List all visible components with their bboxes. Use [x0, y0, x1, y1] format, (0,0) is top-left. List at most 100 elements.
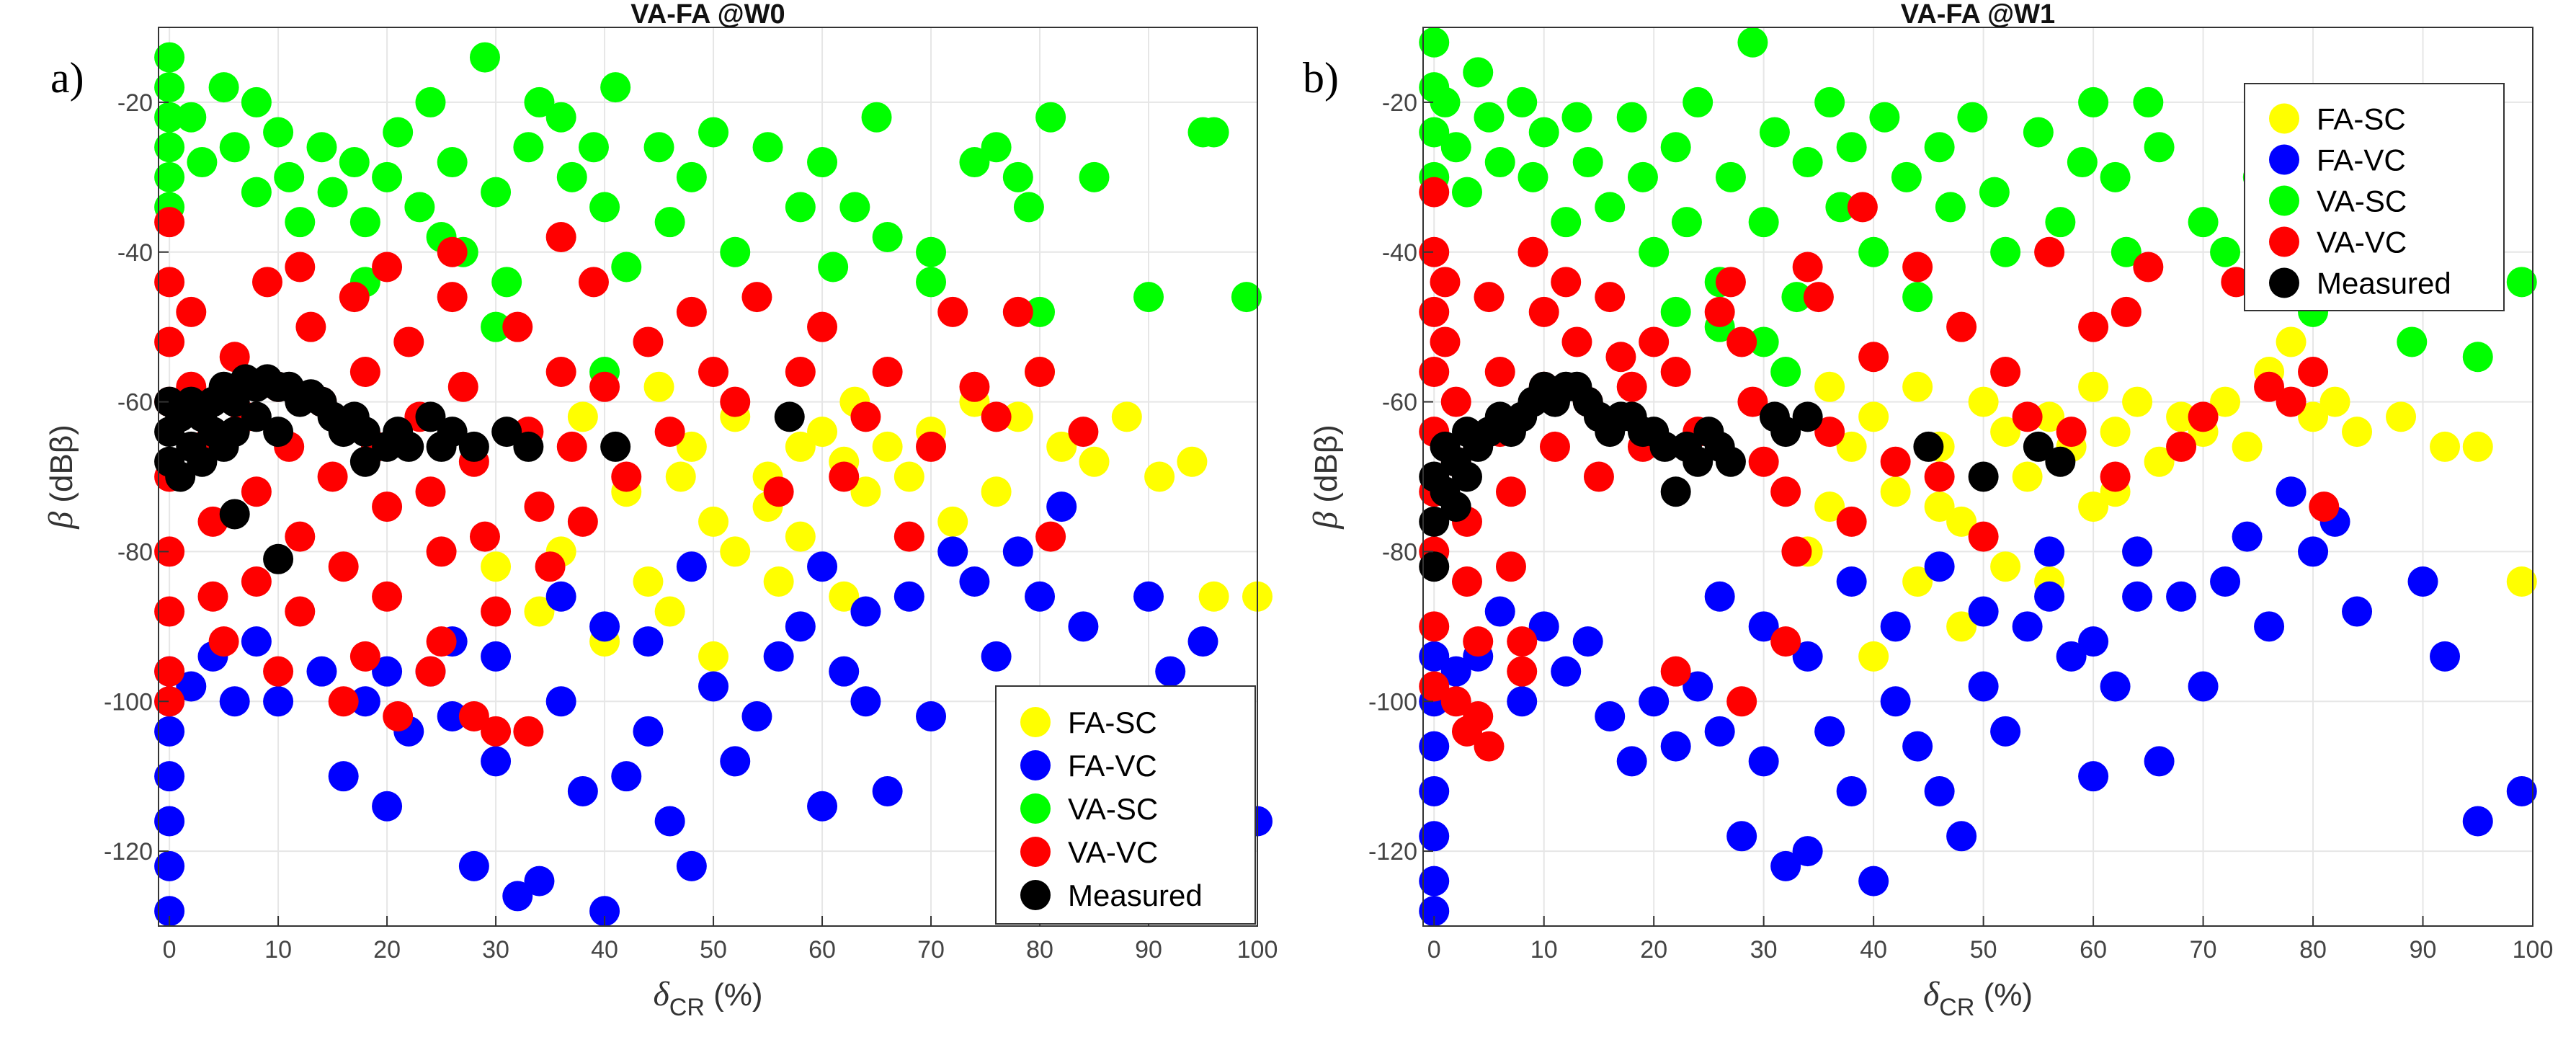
data-point: [415, 86, 446, 117]
data-point: [2045, 446, 2076, 477]
data-point: [818, 252, 849, 282]
data-point: [502, 311, 533, 342]
data-point: [2276, 326, 2307, 357]
x-tick-label: 10: [1530, 936, 1558, 964]
data-point: [893, 461, 924, 492]
data-point: [589, 611, 620, 642]
data-point: [1748, 446, 1779, 477]
data-point: [1572, 147, 1603, 178]
data-point: [1133, 282, 1164, 313]
data-point: [1726, 821, 1757, 852]
data-point: [458, 701, 489, 732]
legend-entry: Measured: [1068, 878, 1203, 912]
data-point: [1880, 446, 1911, 477]
data-point: [2407, 566, 2438, 597]
data-point: [513, 716, 544, 747]
data-point: [2012, 401, 2043, 432]
data-point: [2056, 417, 2087, 448]
data-point: [1946, 311, 1977, 342]
data-point: [2144, 446, 2175, 477]
data-point: [850, 686, 881, 717]
series-va-sc: [154, 42, 1262, 388]
data-point: [197, 581, 228, 612]
data-point: [545, 686, 576, 717]
data-point: [545, 221, 576, 252]
data-point: [893, 521, 924, 552]
data-point: [1968, 596, 1999, 627]
data-point: [893, 581, 924, 612]
data-point: [1639, 326, 1670, 357]
data-point: [2188, 207, 2219, 238]
data-point: [1419, 296, 1450, 327]
data-point: [643, 371, 674, 402]
data-point: [589, 192, 620, 223]
data-point: [698, 671, 729, 702]
data-point: [850, 596, 881, 627]
data-point: [872, 357, 903, 388]
data-point: [2100, 417, 2131, 448]
data-point: [752, 132, 783, 163]
data-point: [676, 551, 707, 582]
x-tick-label: 20: [373, 936, 401, 964]
data-point: [317, 177, 348, 208]
data-point: [1946, 611, 1977, 642]
data-point: [1924, 775, 1955, 806]
data-point: [633, 566, 664, 597]
data-point: [2078, 491, 2109, 522]
data-point: [1935, 192, 1966, 223]
data-point: [1002, 536, 1033, 567]
data-point: [2034, 536, 2065, 567]
data-point: [481, 177, 512, 208]
data-point: [1792, 252, 1823, 282]
data-point: [2462, 431, 2493, 462]
y-tick-label: -60: [117, 389, 153, 417]
panel-label: a): [50, 54, 84, 102]
data-point: [1419, 357, 1450, 388]
data-point: [241, 177, 272, 208]
data-point: [611, 761, 642, 792]
data-point: [1539, 431, 1570, 462]
data-point: [263, 417, 294, 448]
data-point: [306, 656, 337, 687]
data-point: [285, 252, 316, 282]
data-point: [1419, 671, 1450, 702]
data-point: [829, 461, 860, 492]
data-point: [502, 881, 533, 912]
data-point: [578, 267, 609, 298]
data-point: [2100, 461, 2131, 492]
data-point: [1440, 686, 1471, 717]
data-point: [829, 656, 860, 687]
data-point: [1957, 102, 1988, 133]
data-point: [1474, 731, 1505, 762]
data-point: [2012, 461, 2043, 492]
data-point: [295, 311, 326, 342]
x-tick-label: 60: [808, 936, 836, 964]
data-point: [1814, 491, 1845, 522]
data-point: [383, 701, 414, 732]
data-point: [872, 431, 903, 462]
chart-title: VA-FA @W0: [630, 0, 785, 30]
y-tick-label: -100: [1368, 688, 1417, 716]
data-point: [959, 566, 990, 597]
data-point: [2210, 386, 2241, 417]
chart-panel-0: 0 10 20 30 40 50 60 70 80 90 100 -120 -100 -80 -60 -40 -…: [42, 0, 1278, 1021]
data-point: [1002, 401, 1033, 432]
y-tick-label: -20: [1382, 89, 1417, 117]
data-point: [1704, 296, 1735, 327]
data-point: [154, 896, 185, 927]
data-point: [785, 357, 816, 388]
data-point: [1035, 521, 1066, 552]
data-point: [1781, 536, 1812, 567]
data-point: [1990, 417, 2021, 448]
data-point: [1627, 161, 1658, 192]
data-point: [937, 506, 968, 537]
data-point: [154, 161, 185, 192]
data-point: [1825, 192, 1856, 223]
data-point: [1869, 102, 1900, 133]
data-point: [2430, 641, 2461, 672]
data-point: [2023, 117, 2054, 148]
data-point: [1704, 581, 1735, 612]
data-point: [1583, 461, 1614, 492]
data-point: [1079, 446, 1110, 477]
data-point: [415, 656, 446, 687]
